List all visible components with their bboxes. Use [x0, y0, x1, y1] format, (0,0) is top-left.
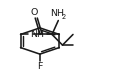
Text: 2: 2 — [61, 14, 66, 20]
Text: O: O — [31, 8, 38, 17]
Text: NH: NH — [30, 30, 44, 39]
Text: F: F — [37, 62, 43, 71]
Text: NH: NH — [51, 9, 65, 18]
